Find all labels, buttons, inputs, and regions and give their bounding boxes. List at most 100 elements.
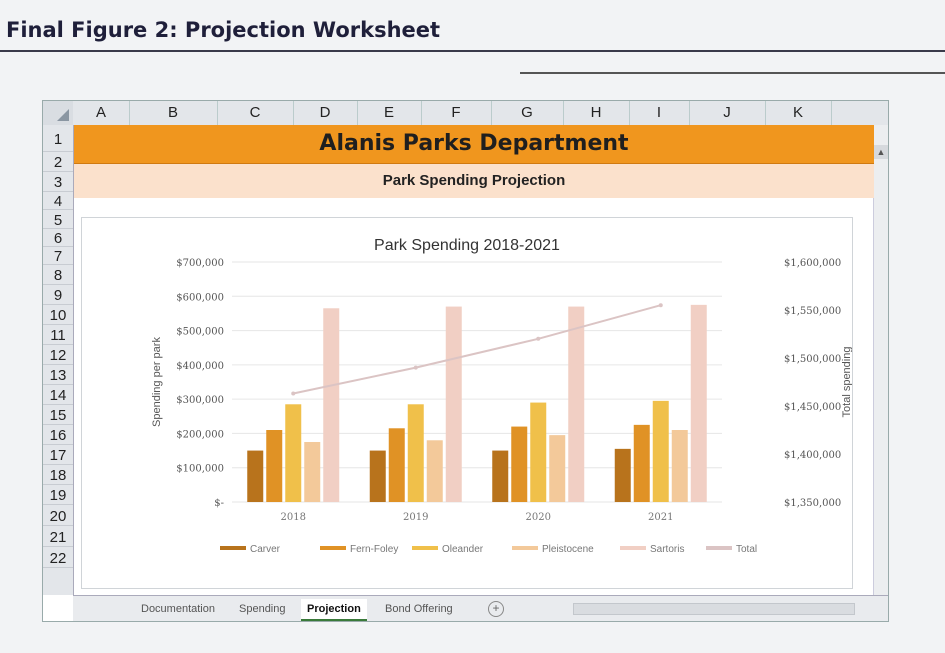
column-header-c[interactable]: C: [217, 101, 294, 125]
legend-label-carver: Carver: [250, 544, 281, 555]
y-tick-label: $400,000: [176, 361, 224, 372]
bar-carver-2021: [614, 448, 631, 502]
bar-carver-2018: [247, 450, 264, 502]
column-header-h[interactable]: H: [563, 101, 630, 125]
legend-swatch-total: [706, 546, 732, 550]
x-tick-label: 2019: [403, 512, 428, 523]
row-header-7[interactable]: 7: [43, 249, 73, 265]
y-tick-label: $200,000: [176, 429, 224, 440]
bar-sartoris-2019: [445, 306, 462, 502]
x-tick-label: 2018: [281, 512, 306, 523]
legend-swatch-sartoris: [620, 546, 646, 550]
bar-pleistocene-2019: [426, 440, 443, 502]
column-header-f[interactable]: F: [421, 101, 492, 125]
sheet-tab-spending[interactable]: Spending: [239, 603, 286, 615]
sheet-tabs: Documentation Spending Projection Bond Offe…: [73, 595, 888, 621]
horizontal-scrollbar[interactable]: [573, 603, 855, 615]
legend-label-total: Total: [736, 544, 757, 555]
row-header-22[interactable]: 22: [43, 550, 73, 568]
subtitle-band[interactable]: Park Spending Projection: [74, 164, 874, 198]
vertical-scrollbar[interactable]: ▲: [873, 125, 888, 595]
park-spending-chart[interactable]: Park Spending 2018-2021 $700,000 $600,000 $…: [81, 217, 853, 589]
total-line: [293, 304, 662, 395]
sheet-tab-projection[interactable]: Projection: [301, 599, 367, 621]
select-all-corner[interactable]: [43, 101, 74, 126]
row-header-1[interactable]: 1: [43, 129, 73, 152]
legend-label-pleistocene: Pleistocene: [542, 544, 594, 555]
legend-label-oleander: Oleander: [442, 544, 484, 555]
row-header-13[interactable]: 13: [43, 368, 73, 385]
total-point-2020: [536, 336, 541, 341]
bar-fern-foley-2019: [388, 428, 405, 502]
bar-sartoris-2020: [568, 306, 585, 502]
column-header-e[interactable]: E: [357, 101, 422, 125]
row-header-19[interactable]: 19: [43, 488, 73, 505]
bar-pleistocene-2018: [304, 442, 321, 502]
bar-sartoris-2021: [690, 304, 707, 502]
sheet-tab-bond-offering[interactable]: Bond Offering: [385, 603, 453, 615]
bar-fern-foley-2021: [633, 424, 650, 502]
legend-swatch-carver: [220, 546, 246, 550]
bar-pleistocene-2020: [549, 435, 566, 502]
bar-oleander-2019: [407, 404, 424, 502]
row-header-9[interactable]: 9: [43, 288, 73, 305]
bar-oleander-2018: [285, 404, 302, 502]
bar-fern-foley-2018: [266, 430, 283, 502]
y2-tick-label: $1,500,000: [784, 354, 841, 365]
y2-tick-label: $1,450,000: [784, 402, 841, 413]
row-headers: 1 2 3 4 5 6 7 8 9 10 11 12 13 14 15 16 17 18 19 20 21 22: [43, 125, 74, 595]
y-tick-label: $700,000: [176, 258, 224, 269]
row-header-3[interactable]: 3: [43, 175, 73, 192]
x-tick-label: 2021: [648, 512, 673, 523]
row-header-4[interactable]: 4: [43, 194, 73, 210]
bar-sartoris-2018: [323, 308, 340, 502]
row-header-21[interactable]: 21: [43, 529, 73, 547]
y2-tick-label: $1,400,000: [784, 450, 841, 461]
y-tick-label: $-: [214, 498, 224, 509]
chart-title: Park Spending 2018-2021: [374, 237, 560, 254]
row-header-2[interactable]: 2: [43, 155, 73, 172]
y2-tick-label: $1,350,000: [784, 498, 841, 509]
row-header-8[interactable]: 8: [43, 268, 73, 285]
row-header-5[interactable]: 5: [43, 213, 73, 229]
row-header-14[interactable]: 14: [43, 388, 73, 405]
row-header-17[interactable]: 17: [43, 448, 73, 465]
row-header-20[interactable]: 20: [43, 508, 73, 526]
add-sheet-icon[interactable]: +: [488, 601, 504, 617]
row-header-15[interactable]: 15: [43, 408, 73, 425]
y2-tick-label: $1,600,000: [784, 258, 841, 269]
row-header-6[interactable]: 6: [43, 231, 73, 247]
column-header-a[interactable]: A: [73, 101, 130, 125]
title-rule: [0, 50, 945, 52]
legend-swatch-pleistocene: [512, 546, 538, 550]
column-header-d[interactable]: D: [293, 101, 358, 125]
column-header-b[interactable]: B: [129, 101, 218, 125]
row-header-11[interactable]: 11: [43, 328, 73, 345]
sheet-subtitle: Park Spending Projection: [382, 172, 566, 189]
total-point-2021: [658, 303, 663, 308]
column-header-j[interactable]: J: [689, 101, 766, 125]
sheet-tab-documentation[interactable]: Documentation: [141, 603, 215, 615]
sheet-title: Alanis Parks Department: [319, 131, 629, 156]
bar-oleander-2021: [652, 400, 669, 502]
column-header-g[interactable]: G: [491, 101, 564, 125]
bar-pleistocene-2021: [671, 430, 688, 502]
column-header-k[interactable]: K: [765, 101, 832, 125]
row-header-12[interactable]: 12: [43, 348, 73, 365]
bar-carver-2020: [492, 450, 509, 502]
row-header-16[interactable]: 16: [43, 428, 73, 445]
bar-oleander-2020: [530, 402, 547, 502]
title-band[interactable]: Alanis Parks Department: [74, 125, 874, 164]
x-tick-label: 2020: [526, 512, 551, 523]
column-header-i[interactable]: I: [629, 101, 690, 125]
legend-swatch-fern-foley: [320, 546, 346, 550]
chart-svg: Park Spending 2018-2021 $700,000 $600,000 $…: [151, 237, 852, 555]
scroll-up-icon[interactable]: ▲: [874, 145, 888, 159]
figure-title: Final Figure 2: Projection Worksheet: [6, 18, 441, 42]
row-header-18[interactable]: 18: [43, 468, 73, 485]
row-header-10[interactable]: 10: [43, 308, 73, 325]
y-tick-label: $300,000: [176, 395, 224, 406]
y-tick-label: $500,000: [176, 327, 224, 338]
